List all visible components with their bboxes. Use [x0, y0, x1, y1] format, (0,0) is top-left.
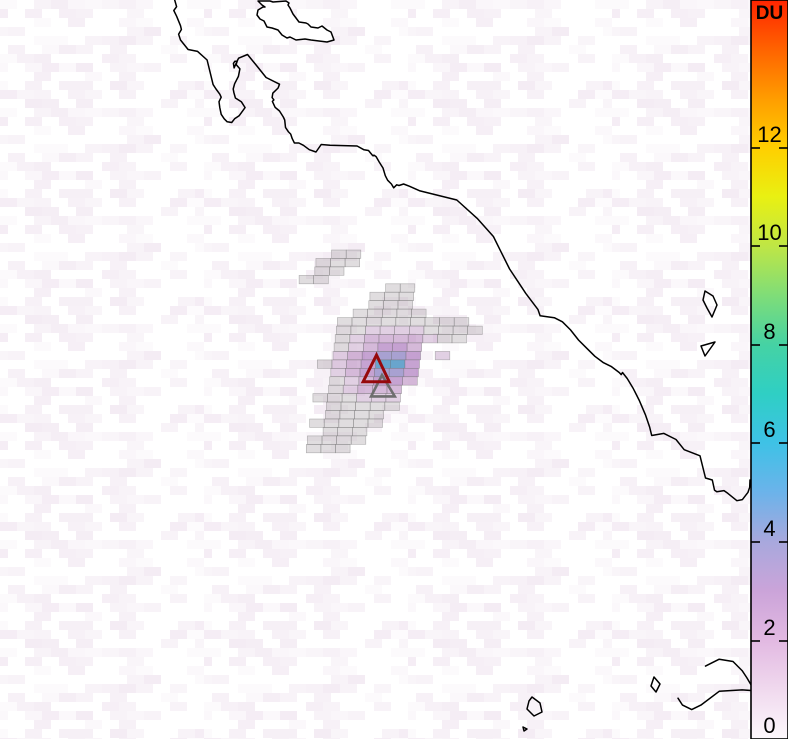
svg-text:DU: DU: [756, 3, 783, 24]
svg-text:6: 6: [763, 417, 775, 442]
svg-text:0: 0: [763, 713, 775, 738]
svg-text:8: 8: [763, 319, 775, 344]
svg-text:2: 2: [763, 615, 775, 640]
svg-text:4: 4: [763, 516, 775, 541]
svg-text:10: 10: [757, 220, 781, 245]
svg-text:12: 12: [757, 122, 781, 147]
